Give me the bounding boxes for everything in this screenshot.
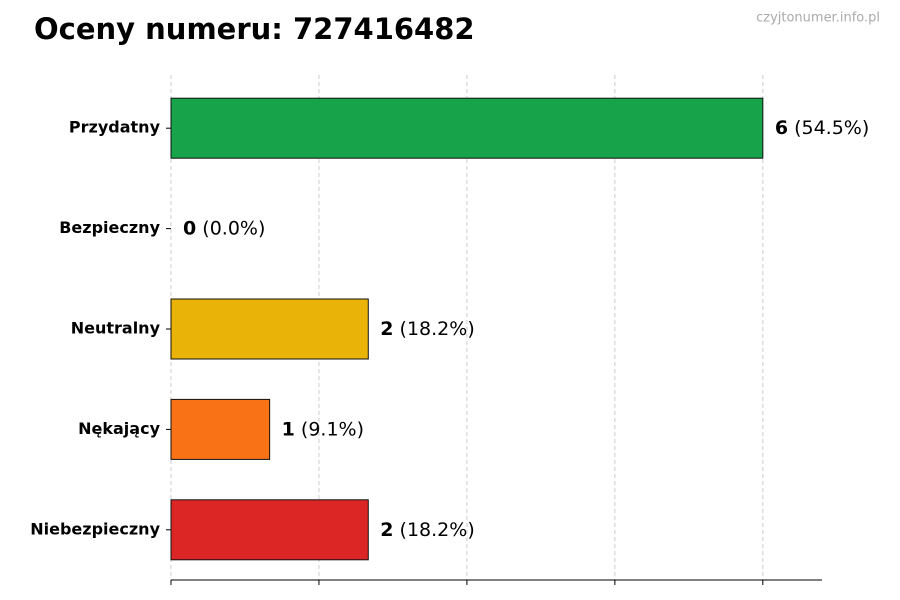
y-tick-label: Nękający bbox=[78, 419, 160, 438]
y-tick-label: Bezpieczny bbox=[59, 218, 160, 237]
bar bbox=[170, 398, 271, 460]
y-tick-label: Niebezpieczny bbox=[30, 519, 160, 538]
watermark: czyjtonumer.info.pl bbox=[756, 11, 880, 26]
value-percent: (9.1%) bbox=[301, 418, 364, 440]
y-tick-label: Przydatny bbox=[69, 118, 161, 137]
value-percent: (0.0%) bbox=[202, 217, 265, 239]
value-percent: (18.2%) bbox=[400, 318, 475, 340]
chart-title: Oceny numeru: 727416482 bbox=[34, 12, 475, 46]
value-label: 0 (0.0%) bbox=[183, 217, 265, 239]
value-label: 6 (54.5%) bbox=[775, 117, 869, 139]
y-tick-label: Neutralny bbox=[71, 319, 161, 338]
bar bbox=[170, 298, 369, 360]
value-percent: (18.2%) bbox=[400, 518, 475, 540]
value-number: 6 bbox=[775, 117, 788, 139]
value-label: 2 (18.2%) bbox=[380, 518, 474, 540]
bar bbox=[170, 499, 369, 561]
value-label: 2 (18.2%) bbox=[380, 318, 474, 340]
bar bbox=[170, 97, 764, 159]
value-number: 1 bbox=[282, 418, 295, 440]
value-percent: (54.5%) bbox=[794, 117, 869, 139]
value-label: 1 (9.1%) bbox=[282, 418, 364, 440]
value-number: 2 bbox=[380, 318, 393, 340]
value-number: 0 bbox=[183, 217, 196, 239]
value-number: 2 bbox=[380, 518, 393, 540]
